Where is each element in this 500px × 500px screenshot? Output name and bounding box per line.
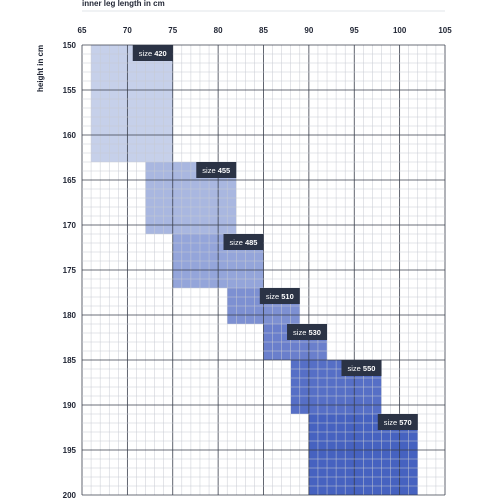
size-label-value: 510 — [281, 292, 294, 301]
size-label-510: size 510 — [259, 288, 300, 304]
x-tick-label: 65 — [78, 26, 87, 35]
size-label-value: 570 — [399, 418, 412, 427]
size-label-text: size 530 — [293, 328, 321, 337]
x-tick-label: 85 — [259, 26, 268, 35]
size-label-text: size 570 — [384, 418, 412, 427]
size-label-value: 550 — [363, 364, 376, 373]
size-label-box — [259, 288, 300, 304]
y-tick-label: 155 — [63, 86, 77, 95]
x-tick-label: 80 — [214, 26, 223, 35]
size-label-455: size 455 — [196, 162, 237, 178]
x-tick-label: 75 — [168, 26, 177, 35]
y-tick-label: 175 — [63, 266, 77, 275]
size-label-text: size 510 — [266, 292, 294, 301]
y-tick-label: 160 — [63, 131, 77, 140]
size-label-text: size 455 — [202, 166, 230, 175]
size-label-text: size 420 — [139, 49, 167, 58]
y-tick-label: 195 — [63, 446, 77, 455]
y-tick-label: 180 — [63, 311, 77, 320]
size-label-box — [223, 234, 264, 250]
grid — [81, 44, 446, 496]
size-label-text: size 550 — [348, 364, 376, 373]
y-axis-title: height in cm — [36, 45, 45, 92]
x-tick-labels: 65 70 75 80 85 90 95 100 105 — [78, 26, 453, 35]
size-label-value: 530 — [308, 328, 321, 337]
x-axis-title: inner leg length in cm — [82, 0, 165, 8]
x-tick-label: 90 — [304, 26, 313, 35]
x-tick-label: 100 — [393, 26, 407, 35]
size-region-420 — [91, 45, 173, 162]
size-labels: size 420 size 455 size 485 size 510 size 530… — [132, 45, 418, 430]
size-label-485: size 485 — [223, 234, 264, 250]
size-label-box — [287, 324, 328, 340]
size-label-value: 485 — [245, 238, 258, 247]
size-label-box — [196, 162, 237, 178]
size-label-box — [341, 360, 382, 376]
size-label-420: size 420 — [132, 45, 173, 61]
size-label-value: 420 — [154, 49, 167, 58]
size-label-box — [132, 45, 173, 61]
y-tick-labels: 150 155 160 165 170 175 180 185 190 195 200 — [63, 41, 77, 500]
x-tick-label: 105 — [438, 26, 452, 35]
y-tick-label: 150 — [63, 41, 77, 50]
y-tick-label: 200 — [63, 491, 77, 500]
size-label-value: 455 — [218, 166, 231, 175]
size-label-530: size 530 — [287, 324, 328, 340]
size-label-550: size 550 — [341, 360, 382, 376]
y-tick-label: 190 — [63, 401, 77, 410]
y-tick-label: 185 — [63, 356, 77, 365]
y-tick-label: 165 — [63, 176, 77, 185]
size-label-text: size 485 — [230, 238, 258, 247]
x-tick-label: 95 — [350, 26, 359, 35]
y-tick-label: 170 — [63, 221, 77, 230]
size-label-box — [377, 414, 418, 430]
x-tick-label: 70 — [123, 26, 132, 35]
size-label-570: size 570 — [377, 414, 418, 430]
